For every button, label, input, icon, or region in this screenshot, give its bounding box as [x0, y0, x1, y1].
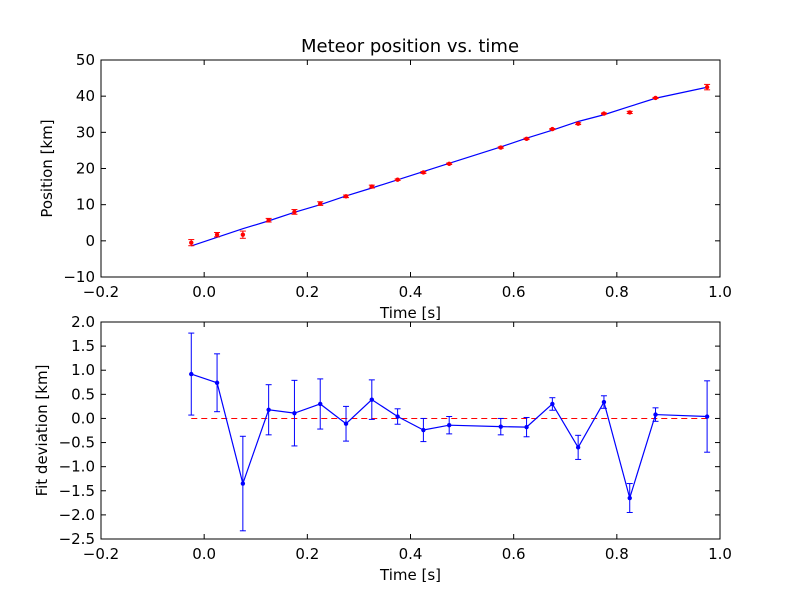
- observation-point: [214, 232, 220, 237]
- chart-title: Meteor position vs. time: [301, 36, 519, 57]
- deviation-y-axis-label: Fit deviation [km]: [33, 365, 51, 497]
- observation-point: [446, 161, 452, 166]
- deviation-y-tick-label: 1.5: [71, 337, 95, 355]
- position-axis-ticks: −0.2 0.0 0.2 0.4 0.6 0.8 1.0 −10 0 10 20 30 40 50: [63, 51, 732, 301]
- observation-point: [524, 136, 529, 142]
- position-x-tick-label: 0.8: [605, 283, 629, 301]
- deviation-y-tick-label: 0.5: [71, 385, 95, 403]
- deviation-point: [601, 399, 607, 405]
- deviation-x-tick-label: −0.2: [83, 545, 119, 563]
- position-x-tick-label: 0.0: [192, 283, 216, 301]
- observation-point: [395, 177, 400, 182]
- position-plot-frame: [100, 59, 721, 278]
- position-y-axis-label: Position [km]: [38, 119, 56, 217]
- deviation-point: [266, 407, 271, 412]
- observation-point: [601, 111, 607, 116]
- observation-point: [575, 121, 581, 126]
- deviation-x-tick-label: 1.0: [708, 545, 732, 563]
- deviation-layer: [188, 332, 711, 532]
- deviation-point: [575, 445, 581, 450]
- position-panel: Meteor position vs. time −0.2 0.0 0.2 0.4 0.…: [38, 36, 732, 322]
- observation-point: [627, 110, 632, 115]
- position-x-tick-label: 1.0: [708, 283, 732, 301]
- deviation-point: [369, 397, 375, 402]
- deviation-y-tick-label: 1.0: [71, 361, 95, 379]
- deviation-point: [395, 414, 400, 419]
- deviation-y-tick-label: −1.5: [59, 482, 95, 500]
- deviation-point: [240, 481, 246, 486]
- deviation-y-tick-label: −1.0: [59, 458, 95, 476]
- position-y-tick-label: 0: [85, 232, 95, 250]
- deviation-x-tick-label: 0.6: [502, 545, 526, 563]
- observation-point: [704, 84, 710, 90]
- position-x-tick-label: −0.2: [83, 283, 119, 301]
- deviation-x-axis-label: Time [s]: [379, 566, 441, 584]
- position-x-axis-label: Time [s]: [379, 304, 441, 322]
- deviation-y-tick-label: 0.0: [71, 409, 95, 427]
- position-x-tick-label: 0.4: [399, 283, 423, 301]
- observation-point: [653, 95, 658, 101]
- deviation-point: [446, 422, 452, 428]
- position-x-tick-label: 0.6: [502, 283, 526, 301]
- observation-point: [550, 126, 555, 132]
- deviation-point: [421, 427, 426, 433]
- deviation-point: [318, 401, 323, 407]
- position-x-tick-label: 0.2: [295, 283, 319, 301]
- deviation-point: [498, 424, 503, 429]
- observation-point: [292, 209, 297, 215]
- position-y-tick-label: 40: [76, 87, 95, 105]
- observation-point: [189, 240, 194, 245]
- position-y-tick-label: −10: [63, 268, 95, 286]
- deviation-point: [343, 421, 349, 426]
- deviation-y-tick-label: −2.5: [59, 530, 95, 548]
- deviation-point: [550, 401, 555, 407]
- deviation-point: [627, 495, 632, 501]
- position-y-tick-label: 10: [76, 196, 95, 214]
- observation-point: [318, 201, 323, 206]
- observation-point: [421, 170, 426, 175]
- deviation-point: [524, 424, 529, 430]
- observation-point: [498, 145, 503, 150]
- position-y-tick-label: 20: [76, 160, 95, 178]
- deviation-point: [189, 371, 194, 377]
- observation-layer: [188, 83, 711, 247]
- position-y-tick-label: 50: [76, 51, 95, 69]
- observation-point: [240, 232, 246, 237]
- deviation-point: [653, 412, 658, 417]
- observation-point: [266, 218, 271, 223]
- deviation-y-tick-label: −0.5: [59, 434, 95, 452]
- deviation-y-tick-label: 2.0: [71, 313, 95, 331]
- deviation-point: [704, 414, 710, 419]
- deviation-x-tick-label: 0.8: [605, 545, 629, 563]
- deviation-y-tick-label: −2.0: [59, 506, 95, 524]
- observation-point: [343, 194, 349, 199]
- deviation-plot-frame: [100, 321, 721, 540]
- deviation-x-tick-label: 0.0: [192, 545, 216, 563]
- deviation-panel: −0.2 0.0 0.2 0.4 0.6 0.8 1.0 −2.5 −2.0 −1.5 −1.0 −0…: [33, 313, 732, 584]
- deviation-axis-ticks: −0.2 0.0 0.2 0.4 0.6 0.8 1.0 −2.5 −2.0 −1.5 −1.0 −0…: [59, 313, 732, 563]
- position-y-tick-label: 30: [76, 123, 95, 141]
- deviation-x-tick-label: 0.4: [399, 545, 423, 563]
- deviation-point: [292, 410, 297, 416]
- deviation-x-tick-label: 0.2: [295, 545, 319, 563]
- observation-point: [369, 184, 375, 189]
- deviation-point: [214, 380, 220, 385]
